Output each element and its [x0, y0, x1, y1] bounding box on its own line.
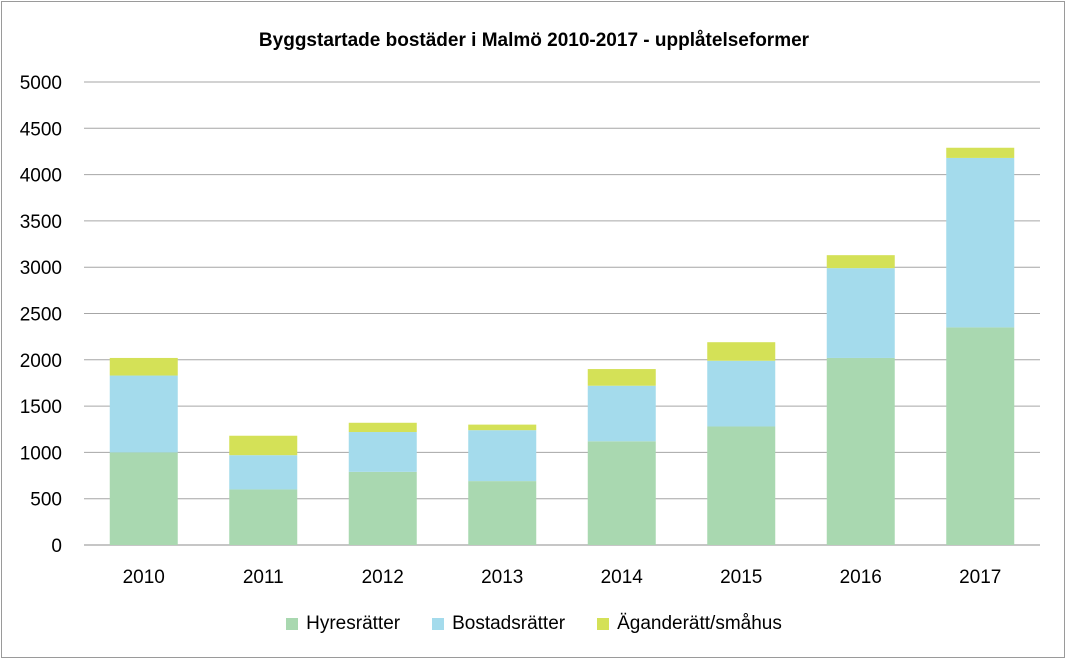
bar-segment [468, 481, 537, 545]
legend-item: Äganderätt/småhus [597, 613, 782, 635]
x-tick-label: 2012 [362, 567, 404, 588]
y-tick-label: 2000 [20, 351, 62, 372]
x-tick-label: 2013 [481, 567, 523, 588]
bar-segment [707, 342, 776, 361]
bar-segment [587, 369, 656, 386]
y-tick-label: 2500 [20, 305, 62, 326]
bar-segment [109, 452, 178, 545]
bar-segment [946, 327, 1015, 545]
x-tick-label: 2016 [840, 567, 882, 588]
x-tick-label: 2010 [123, 567, 165, 588]
legend-label: Hyresrätter [306, 613, 401, 634]
y-tick-label: 3000 [20, 258, 62, 279]
bar-segment [109, 357, 178, 376]
legend-swatch [286, 618, 299, 630]
legend-label: Bostadsrätter [452, 613, 566, 634]
bar-segment [946, 157, 1015, 328]
legend-label: Äganderätt/småhus [617, 613, 782, 634]
x-tick-label: 2015 [720, 567, 762, 588]
bar-segment [109, 375, 178, 453]
bar-segment [468, 430, 537, 482]
y-tick-label: 500 [30, 490, 62, 511]
y-tick-label: 4000 [20, 166, 62, 187]
y-tick-label: 1500 [20, 397, 62, 418]
x-tick-label: 2017 [959, 567, 1001, 588]
y-tick-label: 0 [51, 536, 62, 557]
bar-segment [946, 147, 1015, 158]
bar-segment [707, 360, 776, 427]
legend-swatch [432, 618, 445, 630]
y-tick-label: 3500 [20, 212, 62, 233]
bar-segment [826, 357, 895, 545]
bar-segment [229, 489, 298, 545]
legend-item: Bostadsrätter [432, 613, 565, 635]
bar-segment [826, 255, 895, 269]
y-tick-label: 5000 [20, 73, 62, 94]
bar-segment [707, 426, 776, 545]
bar-segment [229, 455, 298, 490]
legend-item: Hyresrätter [286, 613, 400, 635]
legend-swatch [597, 618, 610, 630]
legend: Hyresrätter Bostadsrätter Äganderätt/småhu… [2, 613, 1066, 635]
bar-segment [348, 422, 417, 433]
bar-segment [229, 435, 298, 456]
y-tick-label: 4500 [20, 119, 62, 140]
x-tick-label: 2011 [243, 567, 284, 588]
bar-segment [826, 268, 895, 358]
bar-segment [587, 441, 656, 545]
bar-segment [468, 424, 537, 431]
x-tick-label: 2014 [601, 567, 644, 588]
bar-segment [587, 385, 656, 442]
y-tick-label: 1000 [20, 443, 62, 464]
bar-segment [348, 471, 417, 545]
bar-segment [348, 432, 417, 472]
chart-title: Byggstartade bostäder i Malmö 2010-2017 … [258, 30, 810, 51]
